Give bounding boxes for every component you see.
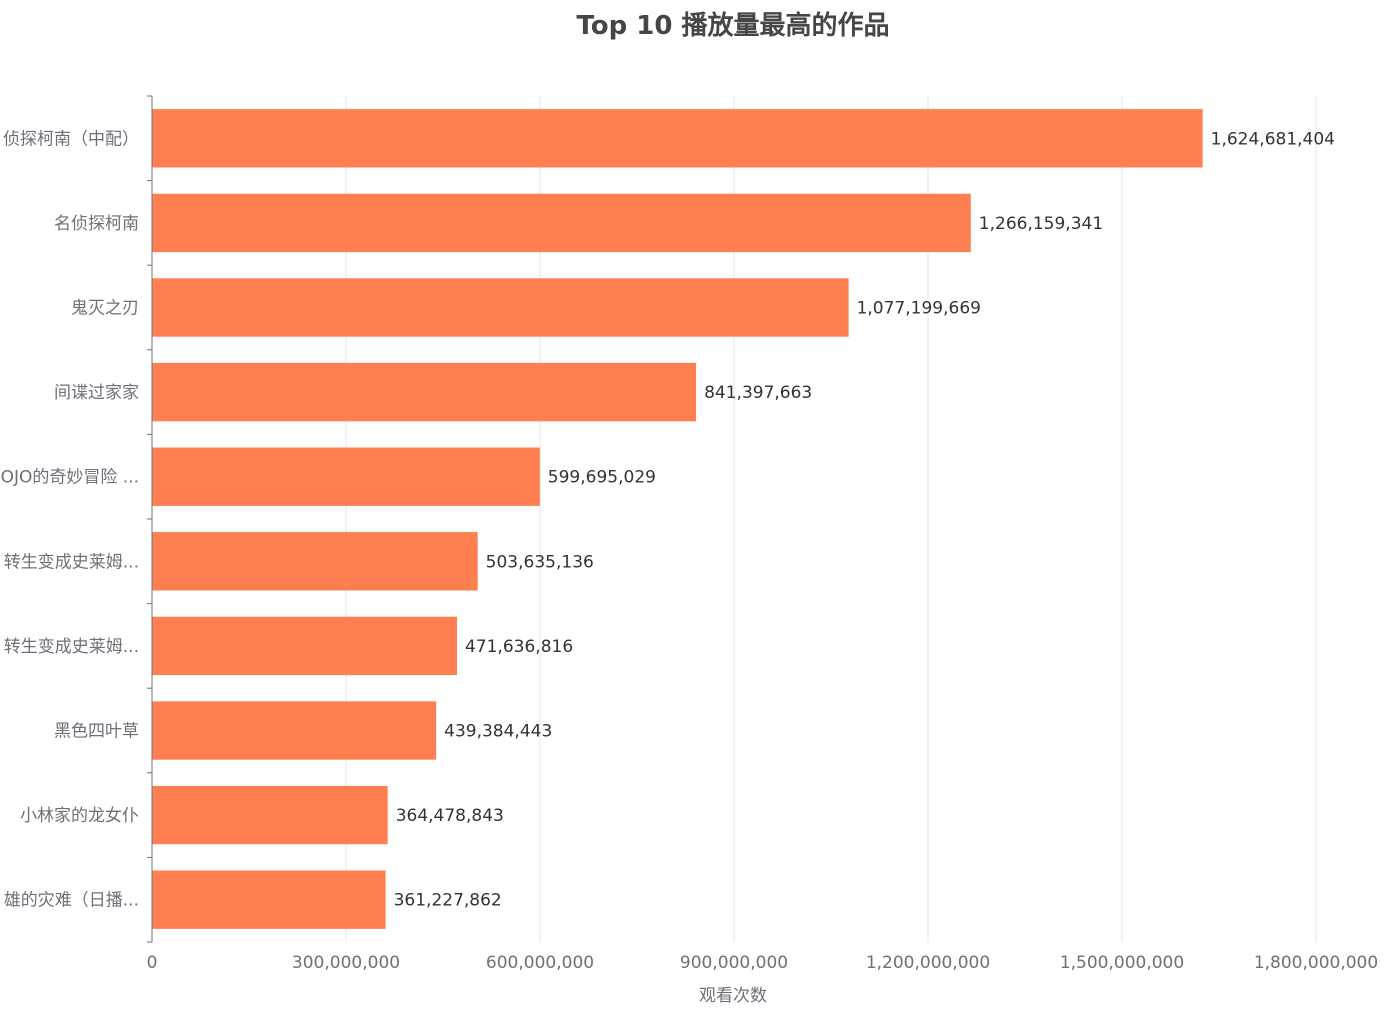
bar[interactable]: [152, 362, 697, 422]
bar[interactable]: [152, 616, 457, 676]
bar-layer: [152, 109, 1203, 929]
x-tick-label: 1,200,000,000: [866, 953, 990, 973]
y-category-label: JOJO的奇妙冒险 ...: [0, 468, 139, 488]
bar[interactable]: [152, 193, 971, 253]
bar-value-label: 1,077,199,669: [857, 299, 981, 319]
bar[interactable]: [152, 278, 849, 337]
bar-value-label: 503,635,136: [486, 552, 594, 572]
x-tick-label: 1,500,000,000: [1060, 953, 1184, 973]
y-category-label: 转生变成史莱姆...: [4, 552, 139, 572]
bar[interactable]: [152, 870, 386, 929]
bar-value-label: 364,478,843: [396, 806, 504, 826]
x-tick-label: 900,000,000: [680, 953, 788, 973]
bar-value-label: 841,397,663: [704, 383, 812, 403]
bar[interactable]: [152, 785, 388, 845]
axis-layer: 0 300,000,000 600,000,000 900,000,000 1,200,…: [147, 95, 1378, 973]
y-category-label: 雄的灾难（日播...: [4, 891, 139, 911]
bar[interactable]: [152, 447, 540, 506]
bar-value-label: 1,624,681,404: [1211, 129, 1335, 149]
value-labels: 1,624,681,404 1,266,159,341 1,077,199,669 8…: [394, 129, 1335, 910]
x-tick-label: 600,000,000: [486, 953, 594, 973]
y-category-label: 间谍过家家: [54, 383, 139, 403]
bar-value-label: 439,384,443: [444, 722, 552, 742]
y-category-label: 黑色四叶草: [54, 722, 139, 742]
y-category-label: 侦探柯南（中配）: [3, 129, 139, 149]
chart-title: Top 10 播放量最高的作品: [576, 10, 889, 41]
bar[interactable]: [152, 109, 1203, 168]
bar-value-label: 361,227,862: [394, 891, 502, 911]
y-category-label: 鬼灭之刃: [71, 299, 139, 319]
bar-value-label: 1,266,159,341: [979, 214, 1103, 234]
x-tick-label: 300,000,000: [292, 953, 400, 973]
y-category-label: 名侦探柯南: [54, 214, 139, 234]
y-category-label: 小林家的龙女仆: [20, 806, 139, 826]
bar[interactable]: [152, 532, 478, 591]
bar[interactable]: [152, 701, 437, 760]
bar-value-label: 471,636,816: [465, 637, 573, 657]
bar-value-label: 599,695,029: [548, 468, 656, 488]
x-tick-label: 1,800,000,000: [1254, 953, 1378, 973]
x-tick-label: 0: [147, 953, 158, 973]
x-axis-title: 观看次数: [699, 986, 767, 1006]
y-category-label: 转生变成史莱姆...: [4, 637, 139, 657]
